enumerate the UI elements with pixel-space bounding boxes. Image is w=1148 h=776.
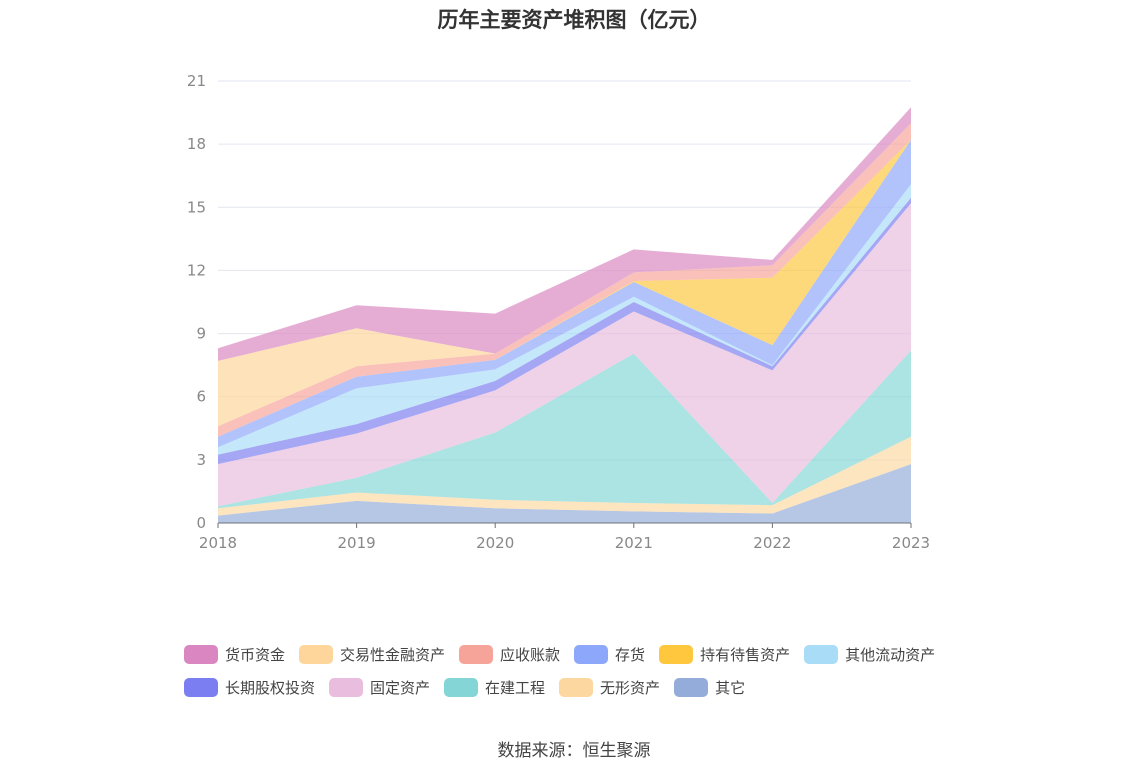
legend-label: 应收账款 bbox=[500, 646, 561, 664]
legend-swatch bbox=[659, 645, 694, 664]
legend-row: 长期股权投资 固定资产 在建工程 无形资产 其它 bbox=[184, 671, 1004, 704]
y-tick-label: 3 bbox=[196, 451, 206, 469]
y-tick-label: 0 bbox=[196, 514, 206, 532]
x-tick-label: 2023 bbox=[892, 534, 930, 552]
area-series-交易性金融资产 bbox=[218, 123, 911, 427]
legend-label: 无形资产 bbox=[600, 679, 661, 697]
legend-label: 持有待售资产 bbox=[700, 646, 791, 664]
legend-swatch bbox=[559, 678, 594, 697]
x-tick-label: 2022 bbox=[753, 534, 791, 552]
legend-swatch bbox=[444, 678, 479, 697]
area-series-货币资金 bbox=[218, 107, 911, 361]
legend-item[interactable]: 存货 bbox=[574, 644, 645, 665]
legend-swatch bbox=[574, 645, 609, 664]
area-series-应收账款 bbox=[218, 123, 911, 437]
legend-item[interactable]: 其他流动资产 bbox=[804, 644, 935, 665]
legend-label: 存货 bbox=[615, 646, 646, 664]
legend-item[interactable]: 其它 bbox=[674, 677, 745, 698]
x-tick-label: 2019 bbox=[338, 534, 376, 552]
y-tick-label: 18 bbox=[187, 135, 206, 153]
legend-swatch bbox=[804, 645, 839, 664]
y-tick-label: 15 bbox=[187, 198, 206, 216]
x-tick-label: 2020 bbox=[476, 534, 514, 552]
area-series-固定资产 bbox=[218, 203, 911, 507]
y-tick-label: 21 bbox=[187, 72, 206, 90]
legend-item[interactable]: 货币资金 bbox=[184, 644, 285, 665]
data-source-note: 数据来源：恒生聚源 bbox=[497, 741, 651, 761]
legend-label: 其他流动资产 bbox=[845, 646, 936, 664]
legend-item[interactable]: 持有待售资产 bbox=[659, 644, 790, 665]
legend-label: 在建工程 bbox=[485, 679, 546, 697]
area-series-其他流动资产 bbox=[218, 184, 911, 455]
legend-item[interactable]: 长期股权投资 bbox=[184, 677, 315, 698]
legend-item[interactable]: 在建工程 bbox=[444, 677, 545, 698]
chart-title: 历年主要资产堆积图（亿元） bbox=[437, 8, 711, 32]
area-series-其它 bbox=[218, 464, 911, 523]
legend-label: 货币资金 bbox=[225, 646, 286, 664]
area-series-在建工程 bbox=[218, 350, 911, 509]
area-series bbox=[218, 107, 911, 523]
area-series-持有待售资产 bbox=[218, 139, 911, 437]
legend-item[interactable]: 固定资产 bbox=[329, 677, 430, 698]
legend-swatch bbox=[674, 678, 709, 697]
legend-item[interactable]: 应收账款 bbox=[459, 644, 560, 665]
legend-label: 长期股权投资 bbox=[225, 679, 316, 697]
legend-item[interactable]: 交易性金融资产 bbox=[299, 644, 445, 665]
legend-swatch bbox=[299, 645, 334, 664]
legend-label: 其它 bbox=[715, 679, 746, 697]
legend-swatch bbox=[459, 645, 494, 664]
legend-swatch bbox=[184, 645, 218, 664]
stacked-area-chart: 0 3 6 9 12 15 18 21 2018 2019 2020 2021 2022 2023 bbox=[187, 72, 930, 552]
x-tick-label: 2021 bbox=[615, 534, 653, 552]
legend-label: 交易性金融资产 bbox=[340, 646, 446, 664]
legend-label: 固定资产 bbox=[370, 679, 431, 697]
legend-swatch bbox=[184, 678, 218, 697]
legend-row: 货币资金 交易性金融资产 应收账款 存货 持有待售资产 其他流动资产 bbox=[184, 638, 1004, 671]
legend: 货币资金 交易性金融资产 应收账款 存货 持有待售资产 其他流动资产长期股权投资 固定资产 在… bbox=[184, 638, 1004, 704]
legend-swatch bbox=[329, 678, 364, 697]
axes: 0 3 6 9 12 15 18 21 2018 2019 2020 2021 2022 2023 bbox=[187, 72, 930, 552]
x-tick-label: 2018 bbox=[199, 534, 237, 552]
y-tick-label: 6 bbox=[196, 388, 206, 406]
area-series-存货 bbox=[218, 139, 911, 448]
area-series-无形资产 bbox=[218, 436, 911, 516]
y-tick-label: 12 bbox=[187, 261, 206, 279]
legend-item[interactable]: 无形资产 bbox=[559, 677, 660, 698]
y-tick-label: 9 bbox=[196, 325, 206, 343]
